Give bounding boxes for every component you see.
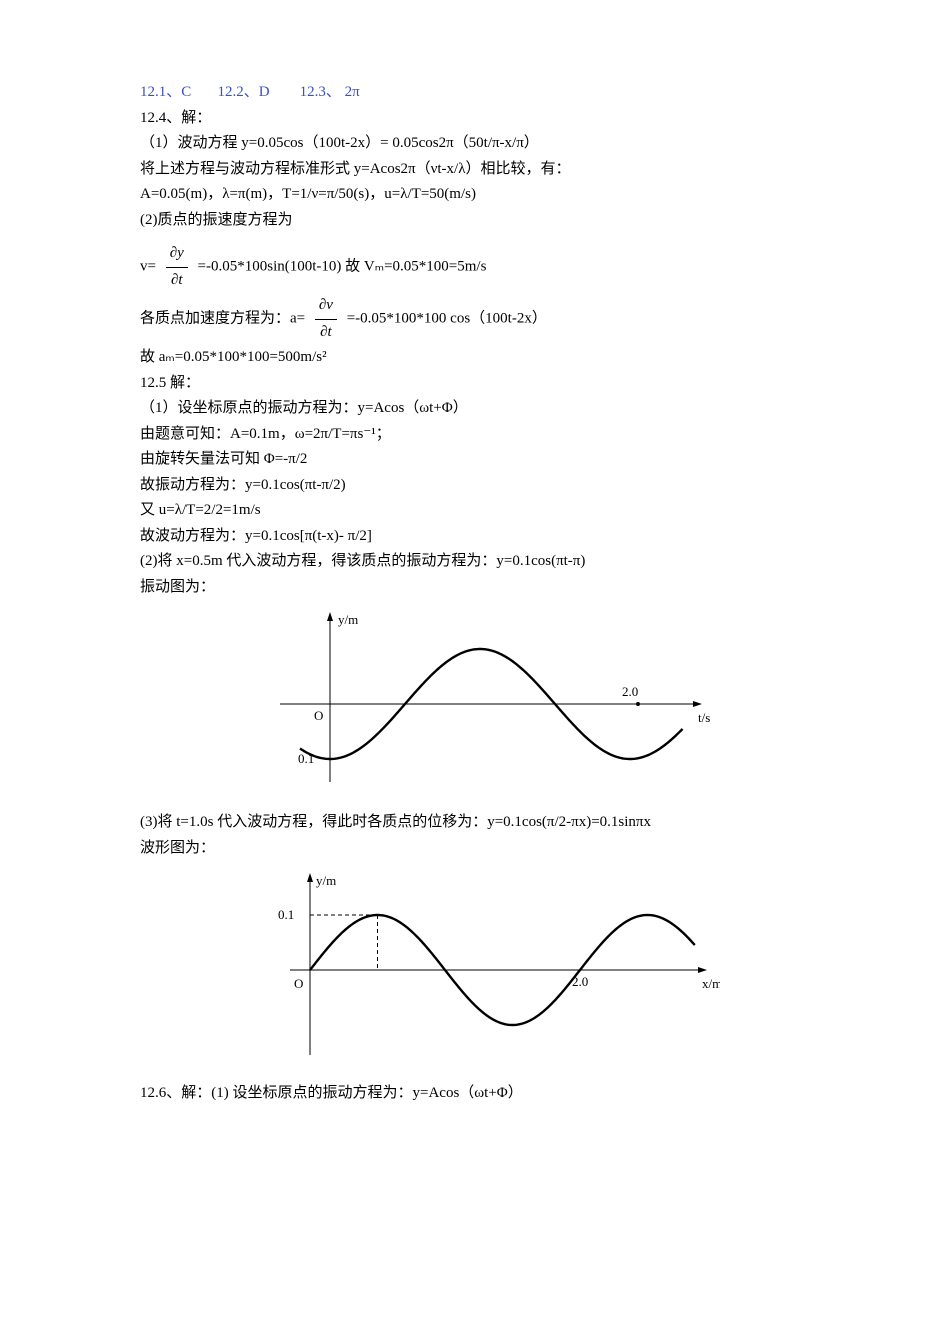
vibration-diagram: y/m t/s O 2.0 0.1 — [200, 604, 825, 804]
sec-12-4-header: 12.4、解： — [140, 106, 825, 132]
answer-12-1: 12.1、C — [140, 84, 191, 100]
frac-num: ∂y — [166, 241, 188, 268]
frac-num: ∂v — [315, 293, 337, 320]
sec-12-4-line3: A=0.05(m)，λ=π(m)，T=1/ν=π/50(s)，u=λ/T=50(… — [140, 182, 825, 208]
svg-text:O: O — [294, 976, 303, 991]
sec-12-5-l7: (2)将 x=0.5m 代入波动方程，得该质点的振动方程为：y=0.1cos(π… — [140, 549, 825, 575]
answer-12-2: 12.2、D — [218, 84, 270, 100]
sec-12-5-l6: 故波动方程为：y=0.1cos[π(t-x)- π/2] — [140, 524, 825, 550]
sec-12-4-line1: （1）波动方程 y=0.05cos（100t-2x）= 0.05cos2π（50… — [140, 131, 825, 157]
acceleration-equation: 各质点加速度方程为：a= ∂v ∂t =-0.05*100*100 cos（10… — [140, 293, 825, 345]
waveform-diagram: y/m x/m O 0.1 2.0 — [200, 865, 825, 1075]
answers-line: 12.1、C 12.2、D 12.3、 2π — [140, 80, 825, 106]
svg-text:0.1: 0.1 — [278, 907, 294, 922]
sec-12-5-l8: 振动图为： — [140, 575, 825, 601]
answer-12-3: 12.3、 2π — [300, 84, 360, 100]
velocity-equation: v= ∂y ∂t =-0.05*100sin(100t-10) 故 Vₘ=0.0… — [140, 241, 825, 293]
sec-12-5-l5: 又 u=λ/T=2/2=1m/s — [140, 498, 825, 524]
a-lead: 各质点加速度方程为：a= — [140, 310, 305, 326]
svg-text:t/s: t/s — [698, 710, 710, 725]
v-lead: v= — [140, 258, 156, 274]
svg-text:2.0: 2.0 — [622, 684, 638, 699]
frac-den: ∂t — [166, 268, 188, 294]
a-tail: =-0.05*100*100 cos（100t-2x） — [347, 310, 547, 326]
sec-12-5-header: 12.5 解： — [140, 371, 825, 397]
svg-text:2.0: 2.0 — [572, 974, 588, 989]
sec-12-6-l1: 12.6、解：(1) 设坐标原点的振动方程为：y=Acos（ωt+Φ） — [140, 1081, 825, 1107]
sec-12-5b-l2: 波形图为： — [140, 836, 825, 862]
svg-text:O: O — [314, 708, 323, 723]
sec-12-5-l4: 故振动方程为：y=0.1cos(πt-π/2) — [140, 473, 825, 499]
partial-y-over-t: ∂y ∂t — [166, 241, 188, 293]
sec-12-5b-l1: (3)将 t=1.0s 代入波动方程，得此时各质点的位移为：y=0.1cos(π… — [140, 810, 825, 836]
svg-text:0.1: 0.1 — [298, 751, 314, 766]
sec-12-4-line2: 将上述方程与波动方程标准形式 y=Acos2π（νt-x/λ）相比较，有： — [140, 157, 825, 183]
a-max-line: 故 aₘ=0.05*100*100=500m/s² — [140, 345, 825, 371]
sec-12-4-line4: (2)质点的振速度方程为 — [140, 208, 825, 234]
svg-text:y/m: y/m — [316, 873, 336, 888]
v-tail: =-0.05*100sin(100t-10) 故 Vₘ=0.05*100=5m/… — [198, 258, 487, 274]
frac-den: ∂t — [315, 320, 337, 346]
svg-text:y/m: y/m — [338, 612, 358, 627]
sec-12-5-l2: 由题意可知：A=0.1m，ω=2π/T=πs⁻¹； — [140, 422, 825, 448]
svg-text:x/m: x/m — [702, 976, 720, 991]
sec-12-5-l3: 由旋转矢量法可知 Φ=-π/2 — [140, 447, 825, 473]
sec-12-5-l1: （1）设坐标原点的振动方程为：y=Acos（ωt+Φ） — [140, 396, 825, 422]
partial-v-over-t: ∂v ∂t — [315, 293, 337, 345]
